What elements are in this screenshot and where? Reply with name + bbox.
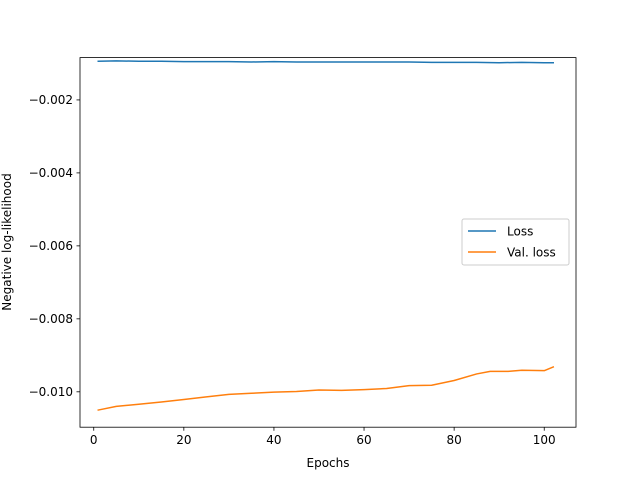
x-tick-label: 100 — [533, 433, 556, 447]
x-tick-label: 20 — [176, 433, 191, 447]
x-axis-label: Epochs — [307, 456, 350, 470]
series-line-loss — [97, 60, 554, 64]
x-tick-label: 60 — [356, 433, 371, 447]
x-tick-label: 0 — [90, 433, 98, 447]
x-axis-ticks: 0 20 40 60 80 100 — [90, 427, 556, 447]
y-tick-label: −0.006 — [29, 239, 73, 253]
y-tick-label: −0.008 — [29, 312, 73, 326]
y-axis-label: Negative log-likelihood — [0, 173, 14, 310]
plot-frame — [79, 57, 577, 428]
legend: Loss Val. loss — [461, 218, 570, 266]
legend-label-val-loss: Val. loss — [507, 246, 556, 260]
x-tick-label: 80 — [446, 433, 461, 447]
y-tick-label: −0.010 — [29, 385, 73, 399]
y-tick-label: −0.002 — [29, 93, 73, 107]
x-tick-label: 40 — [266, 433, 281, 447]
series-line-val-loss — [97, 366, 555, 411]
legend-label-loss: Loss — [507, 225, 533, 239]
y-axis-ticks: −0.002 −0.004 −0.006 −0.008 −0.010 — [29, 93, 80, 399]
y-tick-label: −0.004 — [29, 166, 73, 180]
series-layer — [97, 60, 555, 411]
